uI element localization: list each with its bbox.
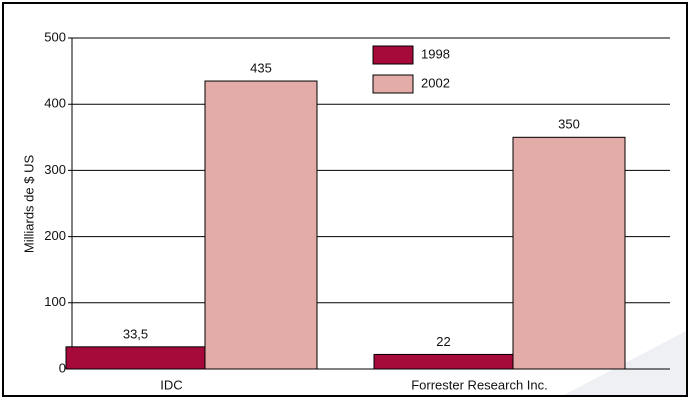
legend-label: 1998	[421, 46, 450, 61]
y-axis-label: Milliards de $ US	[21, 155, 36, 254]
y-tick-label: 100	[44, 294, 66, 309]
bar	[373, 353, 514, 370]
bar	[65, 346, 206, 370]
data-label: 350	[558, 117, 580, 132]
y-tick-label: 500	[44, 29, 66, 44]
x-tick-label: IDC	[160, 377, 182, 392]
legend-swatch	[372, 74, 414, 94]
y-tick-label: 0	[59, 360, 66, 375]
data-label: 33,5	[123, 326, 148, 341]
y-tick-label: 400	[44, 96, 66, 111]
data-label: 22	[436, 334, 450, 349]
bar	[204, 80, 318, 370]
data-label: 435	[250, 60, 272, 75]
y-tick-label: 200	[44, 228, 66, 243]
y-tick-label: 300	[44, 162, 66, 177]
bar	[512, 136, 626, 370]
legend-label: 2002	[421, 75, 450, 90]
x-tick-label: Forrester Research Inc.	[411, 377, 548, 392]
legend-swatch	[372, 45, 414, 65]
